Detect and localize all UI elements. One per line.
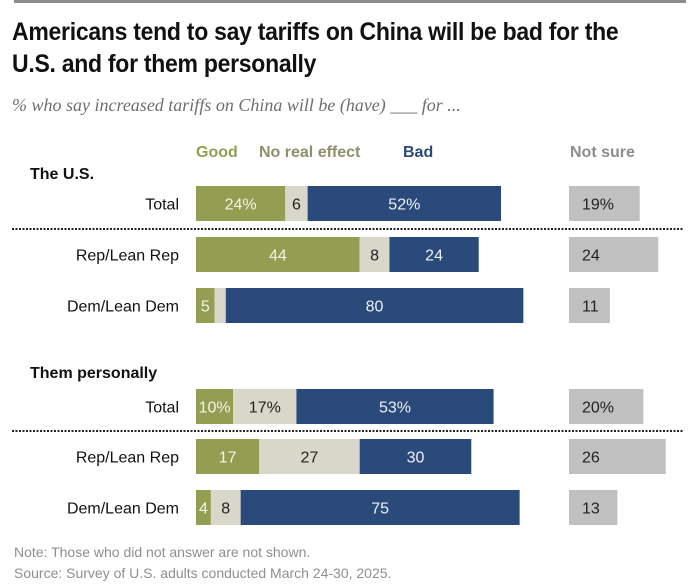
data-label-good: 24%	[225, 197, 257, 214]
data-label-bad: 80	[366, 299, 384, 316]
bar-segment-not-sure	[569, 288, 610, 323]
chart-title: Americans tend to say tariffs on China w…	[12, 18, 619, 78]
data-label-good: 5	[201, 299, 210, 316]
data-label-not-sure: 24	[582, 248, 600, 265]
bar-segment-good	[196, 186, 286, 221]
bar-segment-not-sure	[569, 237, 659, 272]
bar-segment-no-effect	[359, 237, 390, 272]
data-label-not-sure: 20%	[582, 400, 614, 417]
data-label-no-effect: 8	[221, 501, 230, 518]
top-rule	[14, 0, 686, 3]
bar-segment-bad	[296, 389, 494, 424]
data-label-good: 10%	[199, 400, 231, 417]
bar-segment-bad	[307, 186, 502, 221]
data-label-not-sure: 11	[582, 299, 599, 316]
data-label-bad: 75	[371, 501, 389, 518]
bar-segment-not-sure	[569, 389, 644, 424]
data-label-not-sure: 13	[582, 501, 600, 518]
group-header: Them personally	[30, 365, 157, 382]
legend-good: Good	[196, 144, 238, 161]
data-label-no-effect: 6	[292, 197, 301, 214]
bar-segment-good	[196, 490, 211, 525]
data-label-good: 17	[219, 450, 237, 467]
bar-segment-not-sure	[569, 439, 666, 474]
footer-note: Note: Those who did not answer are not s…	[14, 544, 311, 560]
data-label-no-effect: 27	[301, 450, 319, 467]
bar-segment-no-effect	[210, 490, 241, 525]
data-label-not-sure: 19%	[582, 197, 614, 214]
legend-no-effect: No real effect	[259, 144, 361, 161]
bar-segment-not-sure	[569, 490, 618, 525]
footer-source: Source: Survey of U.S. adults conducted …	[14, 565, 392, 581]
data-label-bad: 53%	[379, 400, 411, 417]
data-label-bad: 52%	[388, 197, 420, 214]
bar-segment-no-effect	[214, 288, 226, 323]
bar-segment-no-effect	[259, 439, 360, 474]
chart-subtitle: % who say increased tariffs on China wil…	[12, 95, 461, 115]
bar-segment-bad	[240, 490, 520, 525]
data-label-no-effect: 17%	[249, 400, 281, 417]
bar-segment-bad	[225, 288, 524, 323]
row-label: Total	[145, 197, 179, 214]
data-label-not-sure: 26	[582, 450, 600, 467]
data-label-no-effect: 8	[370, 248, 379, 265]
row-label: Dem/Lean Dem	[67, 299, 179, 316]
bar-segment-no-effect	[285, 186, 308, 221]
legend-not-sure: Not sure	[570, 144, 635, 161]
data-label-bad: 30	[407, 450, 425, 467]
row-label: Rep/Lean Rep	[76, 248, 179, 265]
bar-segment-no-effect	[233, 389, 297, 424]
bar-segment-bad	[359, 439, 472, 474]
data-label-good: 4	[199, 501, 208, 518]
bar-segment-good	[196, 288, 215, 323]
data-label-good: 44	[269, 248, 287, 265]
row-label: Dem/Lean Dem	[67, 501, 179, 518]
row-label: Rep/Lean Rep	[76, 450, 179, 467]
data-label-bad: 24	[425, 248, 443, 265]
bar-segment-good	[196, 439, 260, 474]
bar-segment-bad	[389, 237, 479, 272]
bar-segment-good	[196, 237, 360, 272]
legend-bad: Bad	[403, 144, 433, 161]
row-label: Total	[145, 400, 179, 417]
bar-segment-not-sure	[569, 186, 640, 221]
bar-segment-good	[196, 389, 234, 424]
group-header: The U.S.	[30, 166, 94, 183]
